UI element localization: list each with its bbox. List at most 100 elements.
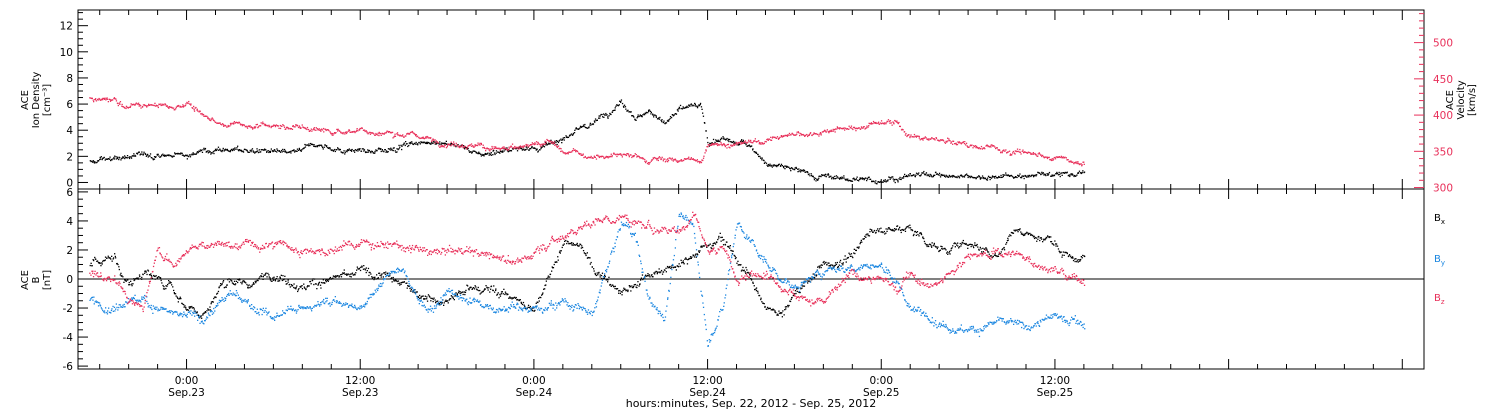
velocity-series-point [121, 105, 123, 107]
density-series-point [269, 150, 272, 152]
density-series-point [480, 155, 482, 157]
velocity-series-point [1070, 161, 1073, 163]
velocity-series-point [1009, 154, 1011, 156]
velocity-series-point [1055, 156, 1057, 158]
velocity-series-point [400, 135, 402, 137]
series-by-point [256, 308, 258, 310]
density-series-point [1060, 172, 1062, 174]
velocity-series-point [311, 130, 313, 132]
density-series-point [1038, 172, 1040, 174]
density-series-point [899, 178, 901, 180]
series-bx-point [607, 279, 609, 281]
velocity-series-point [911, 136, 913, 138]
density-series-point [171, 156, 174, 158]
velocity-series-point [511, 143, 514, 145]
density-series-point [153, 158, 156, 160]
density-series-point [1032, 174, 1034, 176]
density-series-point [407, 145, 409, 148]
series-bx-point [799, 291, 801, 294]
series-by-point [214, 310, 216, 312]
series-bx-point [841, 262, 843, 265]
series-by-point [186, 316, 188, 318]
density-series-point [713, 143, 715, 145]
velocity-series-point [601, 155, 603, 157]
velocity-series-point [838, 128, 841, 130]
velocity-series-point [562, 152, 565, 154]
density-series-point [277, 149, 279, 151]
series-by-point [351, 303, 353, 305]
series-bx-point [222, 280, 225, 282]
velocity-series-point [1049, 159, 1051, 161]
density-series-point [231, 149, 234, 152]
series-by-point [306, 306, 309, 308]
velocity-series-point [166, 105, 168, 107]
series-by-point [161, 306, 163, 309]
series-bx-point [738, 264, 740, 266]
density-series-point [721, 138, 723, 140]
series-bx-point [160, 279, 162, 282]
series-by-point [141, 296, 143, 298]
density-series-point [378, 147, 380, 149]
density-series-point [367, 151, 369, 153]
velocity-series-point [982, 147, 985, 149]
velocity-series-point [750, 141, 752, 143]
velocity-series-point [865, 127, 867, 129]
velocity-series-point [941, 139, 943, 141]
velocity-series-point [909, 135, 911, 138]
velocity-series-point [415, 135, 417, 137]
density-series-point [914, 176, 916, 178]
density-series-point [380, 148, 382, 150]
velocity-series-point [434, 139, 436, 141]
density-series-point [1020, 176, 1022, 179]
series-bx-point [563, 243, 565, 245]
series-bx-point [997, 255, 1000, 257]
velocity-series-point [390, 132, 392, 134]
series-bx-point [95, 258, 97, 260]
series-bx-point [287, 279, 289, 281]
density-series-point [236, 147, 238, 149]
series-bx-point [1072, 259, 1075, 262]
velocity-series-point [905, 132, 907, 135]
density-series-point [755, 152, 758, 154]
series-bx-point [713, 242, 715, 244]
velocity-series-point [293, 126, 295, 128]
density-series-point [256, 150, 258, 153]
density-series-point [295, 150, 298, 152]
series-bx-point [688, 258, 690, 260]
series-bx-point [953, 242, 955, 245]
series-bx-point [788, 304, 790, 307]
velocity-series-point [519, 147, 521, 150]
series-bx-point [496, 293, 499, 295]
series-bx-point [156, 277, 158, 280]
series-by-point [416, 297, 418, 299]
density-series-point [657, 118, 659, 120]
series-bx-point [287, 281, 289, 283]
series-bx-point [456, 293, 458, 295]
velocity-series-point [315, 127, 317, 129]
density-series-point [648, 109, 650, 111]
velocity-series-point [196, 109, 198, 111]
series-by-point [235, 294, 237, 297]
series-by-point [463, 298, 465, 300]
series-by-point [379, 282, 382, 285]
density-series-point [1019, 173, 1021, 175]
density-series-point [517, 147, 519, 149]
density-series-point [723, 137, 725, 139]
series-bx-point [128, 281, 130, 284]
density-series-point [1043, 174, 1045, 176]
density-series-point [593, 120, 596, 122]
density-series-point [506, 147, 508, 149]
series-by-point [246, 300, 248, 302]
density-series-point [561, 142, 563, 144]
velocity-series-point [863, 126, 865, 128]
series-bx-point [992, 255, 994, 258]
series-by-point [277, 314, 279, 317]
series-by-point [422, 301, 424, 303]
velocity-series-point [604, 157, 606, 159]
density-series-point [701, 108, 703, 110]
velocity-series-point [117, 104, 119, 107]
series-by-point [346, 303, 349, 305]
series-by-point [224, 299, 227, 301]
series-bx-point [635, 286, 637, 288]
series-bx-point [426, 298, 428, 300]
